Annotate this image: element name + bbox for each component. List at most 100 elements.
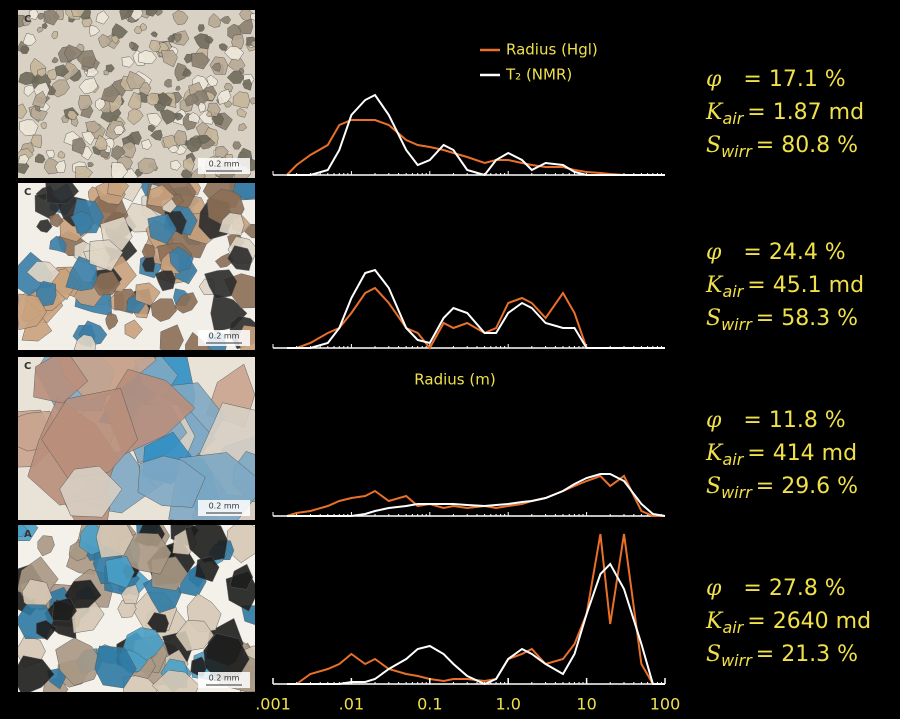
grain (22, 32, 37, 46)
value-text: = 11.8 % (743, 408, 845, 433)
grain (23, 84, 35, 97)
property-annotation: Kair = 45.1 md (705, 273, 864, 301)
grain (226, 70, 245, 84)
subscript: wirr (721, 142, 753, 161)
grain (40, 122, 47, 129)
grain (241, 605, 255, 625)
x-tick-label: 100 (650, 695, 681, 714)
grain (86, 67, 99, 78)
grain (218, 212, 245, 236)
grain (141, 138, 152, 150)
grain (211, 62, 221, 72)
grain (121, 584, 140, 604)
scale-box (198, 500, 250, 516)
grain (105, 64, 115, 73)
value-text: = 80.8 % (756, 133, 858, 158)
grain (128, 42, 135, 49)
series-line (286, 562, 665, 686)
grain (127, 108, 144, 126)
symbol: S (706, 306, 721, 331)
value-text: = 414 md (747, 441, 857, 466)
grain (52, 597, 77, 622)
property-annotation: φ = 11.8 % (706, 408, 846, 433)
grain (89, 239, 124, 272)
x-tick-label: 0.1 (417, 695, 442, 714)
grain (174, 292, 198, 314)
grain (18, 293, 47, 331)
grain (59, 465, 123, 518)
grain (64, 579, 102, 609)
grain (236, 108, 247, 118)
grain (48, 213, 64, 228)
grain (126, 131, 142, 145)
grain (231, 34, 245, 50)
grain (197, 24, 205, 32)
grain (224, 45, 245, 61)
grain (150, 129, 163, 141)
grain (55, 160, 66, 173)
grain (170, 159, 182, 171)
grain (87, 162, 95, 168)
symbol: K (705, 441, 724, 466)
symbol: φ (706, 408, 722, 433)
grain (124, 319, 143, 340)
value-text: = 29.6 % (756, 474, 858, 499)
grain (42, 22, 48, 30)
grain (57, 150, 66, 159)
grain (103, 70, 110, 76)
grain (47, 68, 58, 81)
symbol: S (706, 133, 721, 158)
subscript: wirr (721, 651, 753, 670)
symbol: K (705, 273, 724, 298)
photo-scale: 0.2 mm (209, 502, 240, 511)
grain (18, 525, 28, 538)
grain (250, 40, 255, 48)
property-annotation: Kair = 2640 md (705, 609, 871, 637)
grain (250, 13, 255, 21)
photo-scale: 0.2 mm (209, 674, 240, 683)
property-annotation: Kair = 414 md (705, 441, 857, 469)
subscript: air (722, 618, 744, 637)
grain (37, 535, 55, 557)
grain (184, 93, 199, 107)
property-annotation: Swirr = 21.3 % (706, 642, 858, 670)
grain (175, 85, 181, 91)
photo-scale: 0.2 mm (209, 332, 240, 341)
grain (78, 95, 93, 111)
x-tick-label: 1.0 (495, 695, 520, 714)
grain (146, 92, 160, 106)
grain (34, 153, 46, 164)
symbol: S (706, 474, 721, 499)
grain (217, 88, 232, 105)
series-line (286, 93, 665, 177)
x-axis-label: Radius (m) (414, 371, 495, 389)
grain (100, 85, 120, 103)
grain (32, 90, 47, 109)
value-text: = 27.8 % (743, 576, 845, 601)
grain (63, 44, 85, 62)
grain (242, 78, 253, 91)
grain (95, 10, 110, 25)
photo-label: C (24, 361, 31, 372)
thin-section-photo (18, 10, 255, 178)
grain (18, 71, 37, 86)
grain (36, 26, 44, 33)
grain (89, 24, 101, 37)
grain (232, 141, 242, 150)
grain (94, 134, 108, 151)
grain (159, 324, 184, 350)
grain (164, 78, 172, 88)
scale-box (198, 158, 250, 174)
grain (49, 235, 67, 254)
grain (45, 183, 80, 205)
grain (206, 74, 219, 87)
grain (150, 31, 158, 38)
legend-label: T₂ (NMR) (505, 66, 572, 84)
property-annotation: Swirr = 80.8 % (706, 133, 858, 161)
grain (73, 334, 97, 350)
grain (188, 112, 200, 124)
grain (140, 22, 148, 31)
value-text: = 45.1 md (747, 273, 864, 298)
photo-scale: 0.2 mm (209, 160, 240, 169)
grain (71, 137, 86, 155)
